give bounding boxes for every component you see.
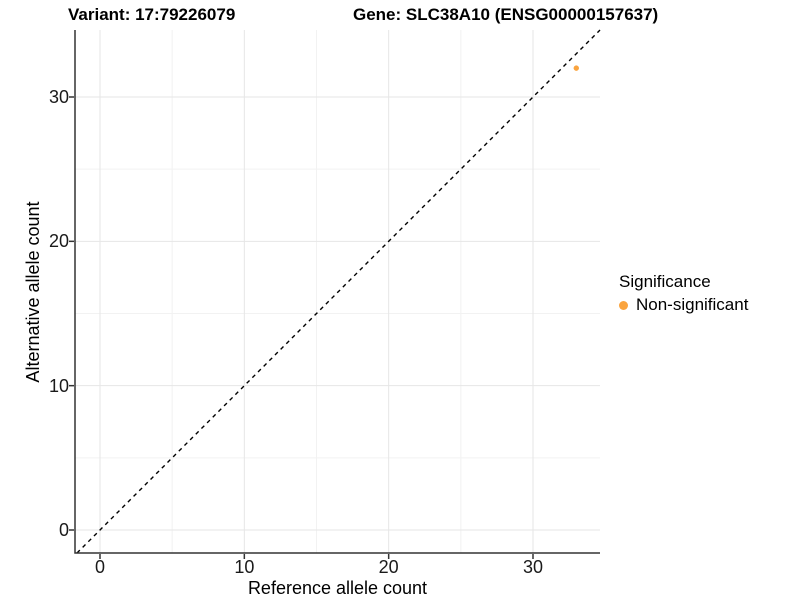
y-tick-label: 10 <box>48 375 69 396</box>
legend-title: Significance <box>619 272 711 291</box>
legend-item-label: Non-significant <box>636 295 749 314</box>
y-tick-label: 30 <box>48 87 69 107</box>
axis-lines <box>74 30 600 554</box>
legend-item-non-significant: Non-significant <box>619 295 748 315</box>
plot-title-variant: Variant: 17:79226079 <box>68 5 236 24</box>
x-tick-label: 20 <box>378 557 399 577</box>
identity-dashed-line <box>76 29 601 554</box>
x-tick-label: 30 <box>522 557 543 577</box>
legend: Significance Non-significant <box>619 272 748 315</box>
y-tick-label: 20 <box>48 231 69 252</box>
legend-point-swatch <box>619 300 628 310</box>
x-tick-label: 0 <box>94 557 105 577</box>
plot-title-gene: Gene: SLC38A10 (ENSG00000157637) <box>353 5 659 24</box>
x-axis-label: Reference allele count <box>247 578 428 598</box>
data-point <box>573 65 579 71</box>
y-tick-label: 0 <box>58 520 69 540</box>
x-tick-label: 10 <box>234 557 255 577</box>
